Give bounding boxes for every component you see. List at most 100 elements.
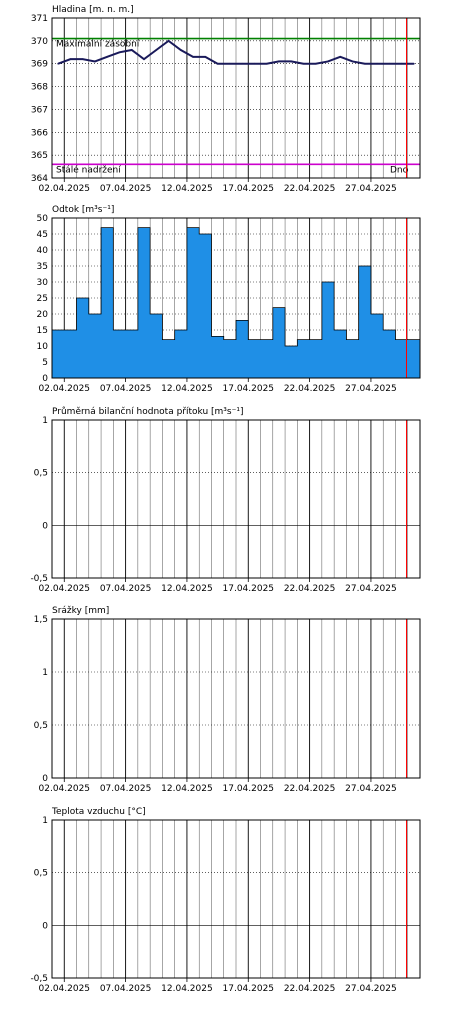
- water-level-point: [388, 62, 391, 65]
- y-tick-label: 0,5: [34, 721, 48, 731]
- x-tick-label: 07.04.2025: [100, 584, 152, 594]
- water-level-point: [265, 62, 268, 65]
- water-level-point: [351, 60, 354, 63]
- y-tick-label: -0,5: [30, 974, 48, 984]
- x-tick-label: 27.04.2025: [345, 784, 397, 794]
- plot-frame: [51, 419, 421, 579]
- y-tick-label: 45: [37, 230, 48, 240]
- y-tick-label: 366: [31, 128, 48, 138]
- y-tick-label: 30: [37, 278, 49, 288]
- water-level-point: [204, 56, 207, 58]
- x-tick-label: 12.04.2025: [161, 784, 213, 794]
- water-level-point: [241, 62, 243, 65]
- x-tick-label: 02.04.2025: [39, 184, 91, 194]
- x-tick-label: 12.04.2025: [161, 184, 213, 194]
- outflow-area: [51, 227, 421, 379]
- x-tick-label: 22.04.2025: [284, 584, 336, 594]
- water-level-point: [81, 58, 84, 60]
- water-level-point: [167, 40, 170, 42]
- y-tick-label: 367: [31, 105, 48, 115]
- y-tick-label: 0: [42, 521, 48, 531]
- x-tick-label: 22.04.2025: [284, 184, 336, 194]
- water-level-point: [155, 49, 158, 51]
- reference-line-label: Stálé nadržení: [56, 164, 121, 175]
- water-level-point: [106, 56, 108, 58]
- panel-title: Teplota vzduchu [°C]: [51, 807, 146, 817]
- y-tick-label: 371: [31, 14, 48, 24]
- y-tick-label: 370: [31, 37, 48, 47]
- y-tick-label: 1: [42, 816, 48, 826]
- y-tick-label: 15: [37, 326, 48, 336]
- panel-title: Odtok [m³s⁻¹]: [52, 205, 114, 215]
- water-level-line: [57, 39, 414, 65]
- y-tick-label: 35: [37, 262, 48, 272]
- x-tick-label: 17.04.2025: [223, 784, 275, 794]
- x-tick-label: 27.04.2025: [345, 584, 397, 594]
- y-tick-label: 0,5: [34, 469, 48, 479]
- water-level-point: [376, 62, 378, 65]
- y-tick-label: 0: [42, 374, 48, 384]
- y-tick-label: 40: [37, 246, 49, 256]
- water-level-point: [364, 62, 366, 65]
- y-tick-label: 5: [42, 358, 48, 368]
- water-level-point: [302, 62, 305, 65]
- y-tick-label: 0: [42, 921, 48, 931]
- x-tick-label: 07.04.2025: [100, 184, 152, 194]
- water-level-point: [253, 62, 256, 65]
- x-tick-label: 22.04.2025: [284, 984, 336, 994]
- y-tick-label: 10: [37, 342, 49, 352]
- x-tick-label: 02.04.2025: [39, 784, 91, 794]
- plot-frame: [51, 819, 421, 979]
- water-level-point: [118, 51, 121, 54]
- x-tick-label: 17.04.2025: [223, 584, 275, 594]
- y-tick-label: 365: [31, 151, 48, 161]
- water-level-point: [314, 62, 317, 65]
- x-tick-label: 02.04.2025: [39, 584, 91, 594]
- water-level-point: [192, 56, 194, 58]
- water-level-point: [94, 60, 96, 63]
- water-level-point: [413, 62, 415, 65]
- x-tick-label: 22.04.2025: [284, 784, 336, 794]
- panel-title: Průměrná bilanční hodnota přítoku [m³s⁻¹…: [52, 406, 243, 417]
- reference-line-label: Dno: [390, 165, 409, 175]
- y-tick-label: 0: [42, 774, 48, 784]
- x-tick-label: 27.04.2025: [345, 984, 397, 994]
- x-tick-label: 12.04.2025: [161, 384, 213, 394]
- water-level-point: [327, 60, 329, 63]
- water-level-point: [229, 62, 231, 65]
- x-tick-label: 07.04.2025: [100, 384, 152, 394]
- y-tick-label: 364: [31, 174, 48, 184]
- x-tick-label: 22.04.2025: [284, 384, 336, 394]
- y-tick-label: 1,5: [34, 615, 48, 625]
- panel-title: Hladina [m. n. m.]: [52, 5, 134, 15]
- y-tick-label: -0,5: [30, 574, 48, 584]
- water-level-point: [130, 49, 133, 51]
- plot-frame: [51, 618, 421, 779]
- x-tick-label: 17.04.2025: [223, 984, 275, 994]
- x-tick-label: 02.04.2025: [39, 984, 91, 994]
- panel-title: Srážky [mm]: [52, 606, 109, 616]
- water-level-point: [339, 56, 342, 58]
- water-level-point: [143, 58, 145, 60]
- x-tick-label: 07.04.2025: [100, 984, 152, 994]
- x-tick-label: 17.04.2025: [223, 184, 275, 194]
- y-tick-label: 20: [37, 310, 49, 320]
- y-tick-label: 50: [37, 214, 49, 224]
- x-tick-label: 27.04.2025: [345, 184, 397, 194]
- plot-frame: [51, 17, 421, 179]
- y-tick-label: 1: [42, 416, 48, 426]
- water-level-point: [69, 58, 72, 60]
- water-level-point: [400, 62, 403, 65]
- reference-line-label: Maximální zásobní: [56, 40, 140, 50]
- y-tick-label: 368: [31, 83, 48, 93]
- y-tick-label: 25: [37, 294, 48, 304]
- x-tick-label: 27.04.2025: [345, 384, 397, 394]
- x-tick-label: 02.04.2025: [39, 384, 91, 394]
- y-tick-label: 369: [31, 60, 48, 70]
- x-tick-label: 12.04.2025: [161, 584, 213, 594]
- water-level-point: [278, 60, 280, 63]
- x-tick-label: 17.04.2025: [223, 384, 275, 394]
- plot-frame: [51, 217, 421, 379]
- y-tick-label: 0,5: [34, 869, 48, 879]
